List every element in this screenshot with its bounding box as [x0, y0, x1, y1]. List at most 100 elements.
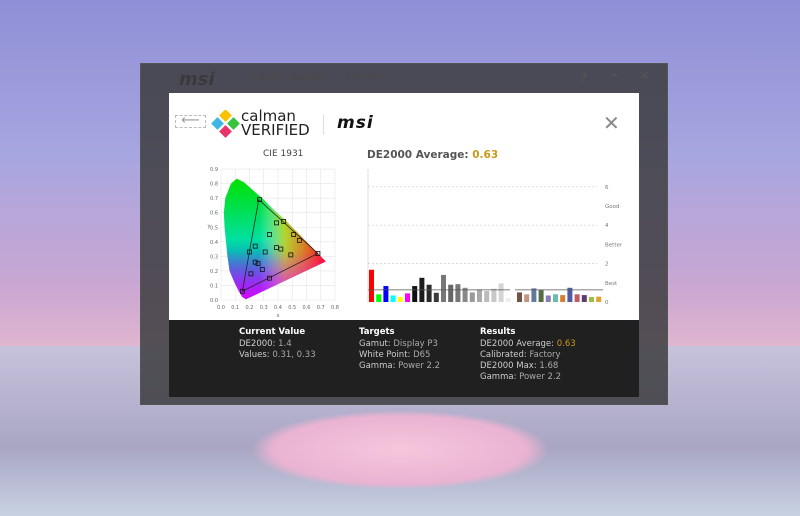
- app-logo: msi: [179, 69, 215, 90]
- de-bar: [524, 294, 530, 302]
- result-average: 0.63: [556, 339, 576, 349]
- y-tick-label: 2: [605, 262, 609, 268]
- calman-verified-logo: calman VERIFIED: [241, 107, 310, 139]
- x-tick-label: 0.8: [331, 305, 339, 311]
- de-bar: [383, 286, 389, 302]
- de-bar: [517, 292, 522, 302]
- x-tick-label: 0.3: [260, 305, 268, 311]
- y-tick-label: 0.0: [210, 298, 218, 304]
- close-icon[interactable]: ✕: [603, 111, 620, 135]
- calman-logo-icon: [211, 110, 240, 138]
- logo-text-top: calman: [241, 107, 296, 125]
- measured-point: [252, 259, 258, 265]
- current-value-section: Current Value DE2000: 1.4 Values: 0.31, …: [239, 327, 316, 361]
- label: Gamma:: [359, 361, 396, 371]
- de-bar: [469, 292, 475, 302]
- y-tick-label: 4: [605, 223, 609, 229]
- y-tick-label: 0.8: [210, 182, 218, 188]
- de-bar: [491, 288, 497, 302]
- measured-point: [267, 232, 272, 237]
- measured-point: [257, 197, 262, 203]
- y-tick-label: 6: [605, 185, 609, 191]
- calman-dialog: ⟵ calman VERIFIED msi ✕ CIE 1931 DE2000 …: [169, 93, 639, 397]
- de-title: DE2000 Average: 0.63: [367, 149, 498, 161]
- de-bar: [455, 284, 461, 302]
- result-max: 1.68: [539, 361, 559, 371]
- targets-section: Targets Gamut: Display P3 White Point: D…: [359, 327, 440, 372]
- zone-label-better: Better: [605, 242, 623, 248]
- zone-label-good: Good: [605, 204, 619, 210]
- measured-point: [278, 246, 284, 252]
- measured-point: [259, 267, 265, 272]
- measured-point: [281, 219, 287, 224]
- measured-point: [247, 249, 252, 255]
- de-bar: [369, 269, 374, 302]
- measured-point: [252, 243, 258, 249]
- msi-logo: msi: [337, 113, 374, 133]
- de-bar: [412, 286, 418, 302]
- target-gamma: Power 2.2: [398, 361, 441, 371]
- de-bar: [397, 297, 403, 302]
- app-close-icon[interactable]: ✕: [639, 69, 650, 84]
- tab-true-pixel[interactable]: TRUE PIXEL: [341, 73, 387, 81]
- target-white-point: D65: [413, 350, 431, 360]
- results-heading: Results: [480, 327, 516, 337]
- y-tick-label: 0.6: [210, 211, 218, 217]
- de-title-label: DE2000 Average:: [367, 149, 469, 161]
- results-section: Results DE2000 Average: 0.63 Calibrated:…: [480, 327, 576, 383]
- result-gamma: Power 2.2: [519, 372, 562, 382]
- de-bar: [531, 288, 537, 302]
- arrow-left-icon: ⟵: [181, 113, 200, 128]
- de-bar: [574, 294, 580, 302]
- x-tick-label: 0.1: [231, 305, 239, 311]
- de-bar: [433, 292, 439, 302]
- x-tick-label: 0.7: [317, 305, 325, 311]
- measured-point: [274, 220, 279, 226]
- de-bar: [477, 289, 482, 302]
- y-tick-label: 0: [605, 300, 609, 306]
- label: Calibrated:: [480, 350, 527, 360]
- current-xy-values: 0.31, 0.33: [272, 350, 316, 360]
- de-bar: [376, 294, 382, 302]
- measured-point: [267, 275, 272, 281]
- y-tick-label: 0.4: [210, 240, 218, 246]
- background-cloud: [250, 410, 550, 490]
- y-tick-label: 0.7: [210, 196, 218, 202]
- measured-point: [248, 271, 254, 277]
- de-bar: [545, 295, 551, 302]
- de2000-bar-chart: 6 4 2 0 Good Better Best: [367, 169, 623, 306]
- de-bar: [581, 295, 587, 302]
- label: Values:: [239, 350, 270, 360]
- y-axis-label: y: [208, 223, 211, 229]
- help-icon[interactable]: ?: [581, 71, 588, 84]
- cie-chart: 0.0 0.1 0.2 0.3 0.4 0.5 0.6 0.7 0.8 0.0 0.1 0.2 0.3 0…: [208, 167, 339, 319]
- back-button[interactable]: ⟵: [175, 113, 206, 128]
- measured-point: [262, 249, 268, 255]
- x-tick-label: 0.2: [246, 305, 254, 311]
- de-bar: [405, 293, 410, 302]
- de-bar: [462, 287, 468, 302]
- targets-heading: Targets: [359, 327, 395, 337]
- spectral-locus: [223, 178, 326, 300]
- label: DE2000:: [239, 339, 276, 349]
- x-tick-label: 0.6: [303, 305, 311, 311]
- de-bar: [484, 291, 490, 302]
- minimize-icon[interactable]: –: [611, 68, 618, 83]
- de-bar: [596, 296, 602, 302]
- de-bar: [498, 283, 504, 302]
- x-tick-label: 0.5: [288, 305, 296, 311]
- de-bar: [553, 294, 558, 302]
- x-tick-label: 0.0: [217, 305, 225, 311]
- app-titlebar: msi TRUE COLOR TRUE PIXEL ? – ✕: [141, 64, 667, 94]
- x-axis-label: x: [277, 313, 280, 319]
- y-tick-label: 0.3: [210, 254, 218, 260]
- cie-title: CIE 1931: [263, 149, 304, 159]
- logo-text-bottom: VERIFIED: [241, 121, 310, 139]
- y-tick-label: 0.2: [210, 269, 218, 275]
- label: DE2000 Average:: [480, 339, 555, 349]
- measured-point: [255, 261, 261, 267]
- de-bar: [505, 297, 511, 302]
- y-tick-label: 0.1: [210, 283, 218, 289]
- gamut-triangle: [241, 198, 319, 292]
- info-panel: Current Value DE2000: 1.4 Values: 0.31, …: [169, 320, 639, 397]
